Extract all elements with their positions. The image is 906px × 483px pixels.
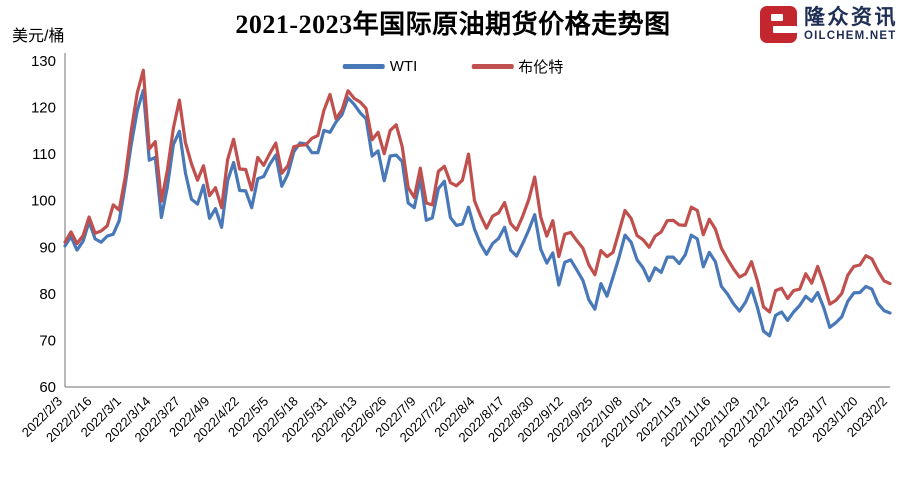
series-line-wti: [63, 88, 892, 338]
chart-legend: WTI 布伦特: [342, 56, 563, 77]
y-tick-label: 70: [39, 332, 56, 349]
oilchem-logo: 隆众资讯 OILCHEM.NET: [760, 6, 898, 43]
legend-label-brent: 布伦特: [518, 59, 564, 76]
logo-site-name: OILCHEM.NET: [804, 29, 897, 42]
icon-cutout-mid: [773, 26, 797, 33]
y-tick-label: 110: [32, 146, 56, 163]
icon-cutout-top: [771, 14, 783, 21]
y-tick-label: 100: [31, 193, 56, 210]
y-tick-label: 80: [39, 286, 56, 303]
logo-text-block: 隆众资讯 OILCHEM.NET: [804, 7, 898, 43]
series-line-brent: [63, 68, 892, 314]
brent-line-swatch: [471, 64, 514, 69]
oilchem-e-icon: [760, 6, 797, 43]
legend-item-wti: WTI: [342, 58, 418, 75]
y-axis-unit-label: 美元/桶: [12, 28, 65, 45]
wti-line-swatch: [342, 64, 385, 69]
y-tick-label: 60: [39, 379, 56, 396]
y-tick-label: 120: [31, 100, 56, 117]
legend-item-brent: 布伦特: [471, 56, 563, 77]
y-tick-label: 130: [31, 53, 56, 70]
y-tick-label: 90: [39, 239, 56, 256]
legend-label-wti: WTI: [389, 58, 418, 75]
page-title: 2021-2023年国际原油期货价格走势图: [235, 10, 671, 39]
logo-company-name: 隆众资讯: [804, 5, 898, 29]
